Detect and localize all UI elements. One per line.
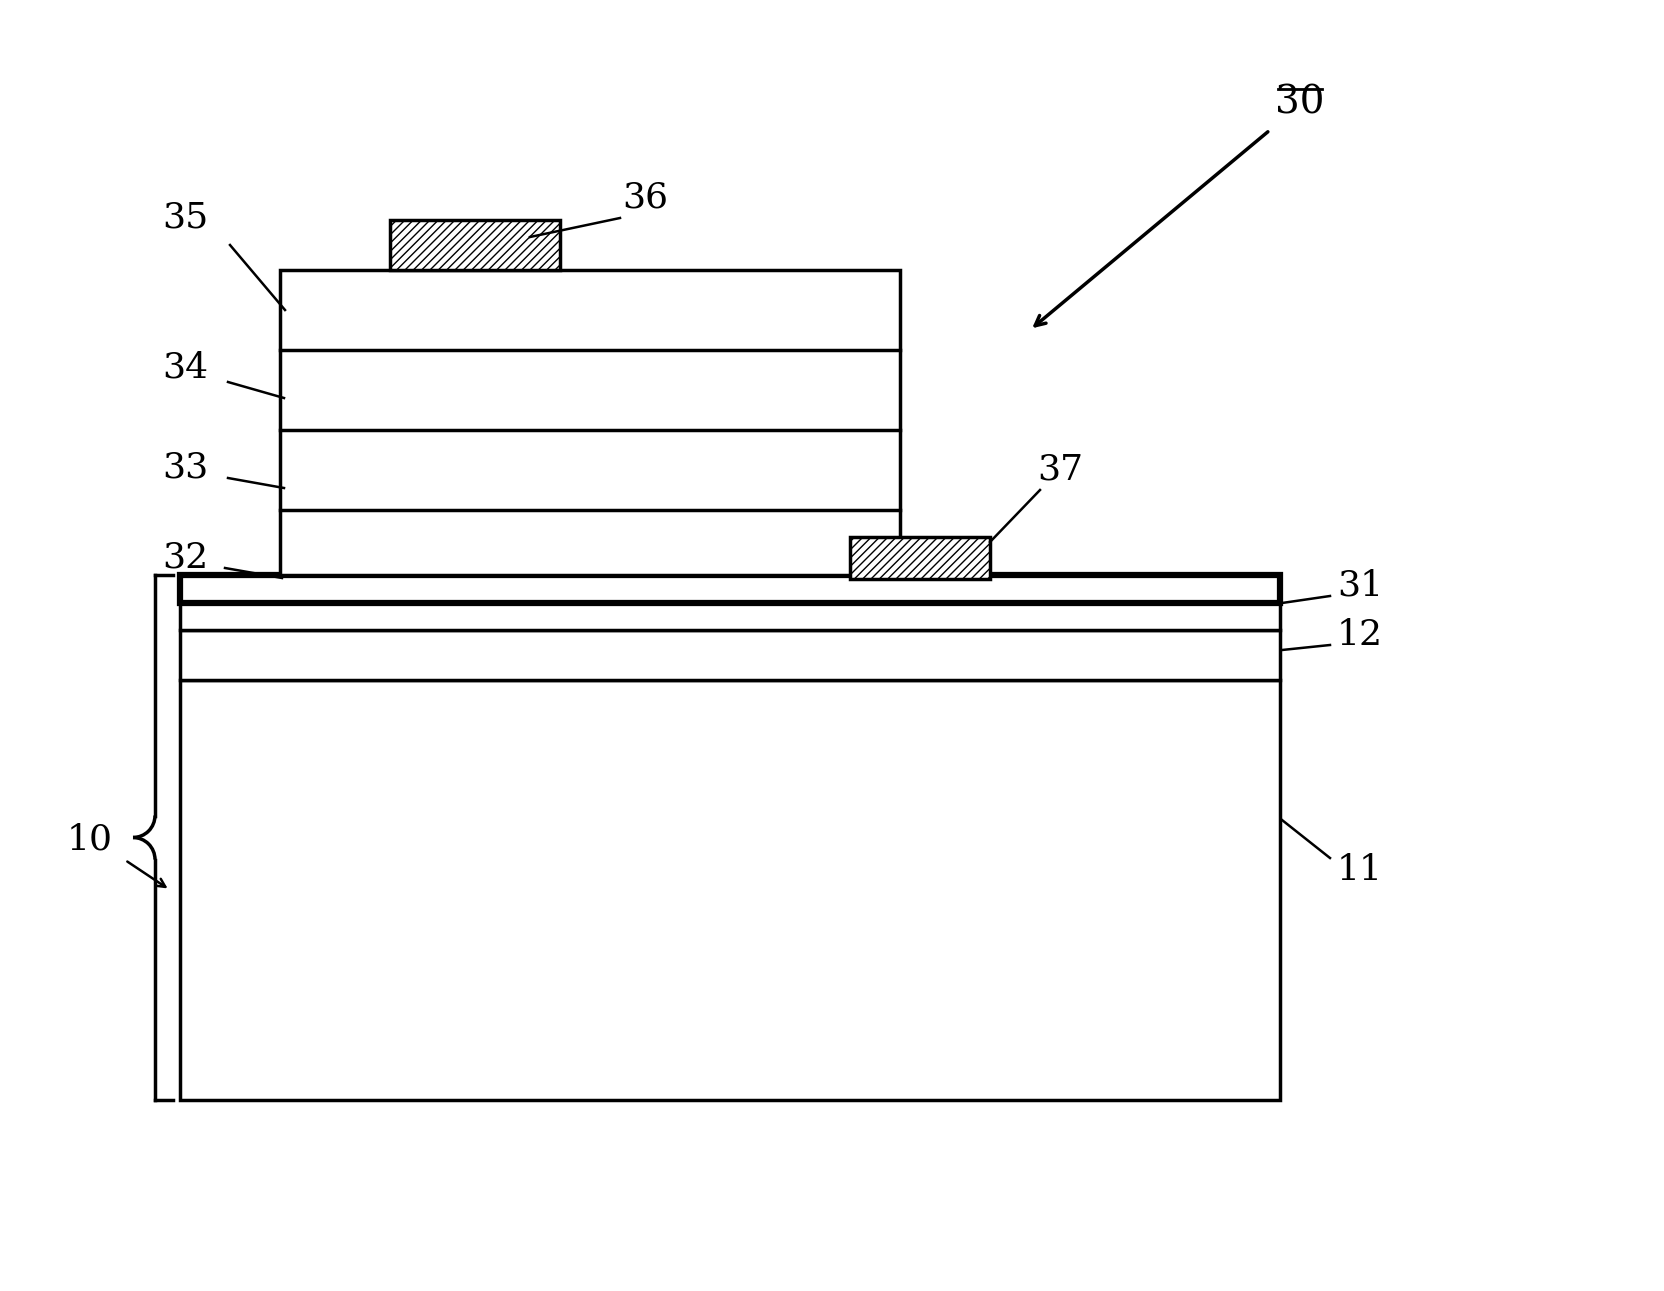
Text: 36: 36 bbox=[622, 181, 667, 216]
Text: 34: 34 bbox=[161, 351, 208, 385]
Bar bbox=[180, 680, 1280, 1100]
Text: 30: 30 bbox=[1275, 85, 1325, 123]
Bar bbox=[850, 537, 990, 578]
Text: 10: 10 bbox=[67, 822, 113, 857]
Bar bbox=[180, 574, 1280, 603]
Text: 32: 32 bbox=[161, 541, 208, 574]
Bar bbox=[389, 219, 559, 270]
Bar bbox=[280, 270, 900, 574]
Text: 31: 31 bbox=[1336, 568, 1383, 602]
Text: 12: 12 bbox=[1336, 618, 1383, 652]
Bar bbox=[180, 600, 1280, 630]
Text: 37: 37 bbox=[1037, 453, 1082, 487]
Text: 35: 35 bbox=[161, 201, 208, 235]
Bar bbox=[180, 630, 1280, 680]
Text: 33: 33 bbox=[161, 451, 208, 485]
Text: 11: 11 bbox=[1336, 853, 1383, 887]
